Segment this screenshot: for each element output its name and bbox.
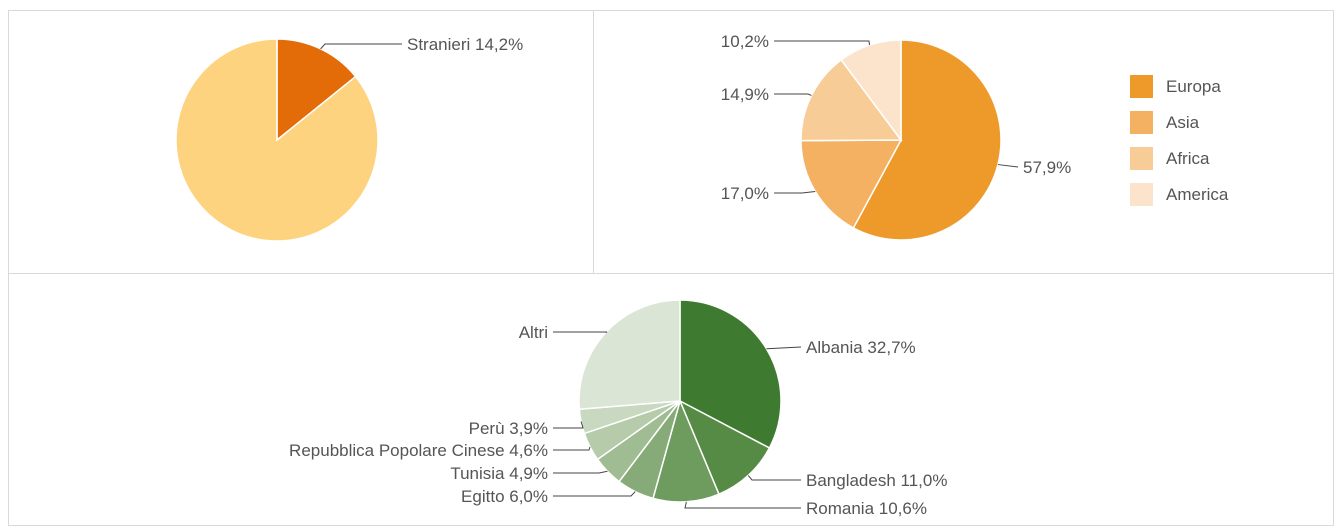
continents-pie-chart: 57,9% 17,0% 14,9% 10,2% Europa Asia Africa Amer…: [721, 32, 1229, 241]
leader-line-stranieri: [320, 43, 402, 50]
leader-line-tunisia: [553, 470, 608, 474]
legend-swatch-asia: [1130, 111, 1153, 134]
slice-label-stranieri: Stranieri 14,2%: [407, 35, 523, 54]
legend-label-asia: Asia: [1166, 113, 1200, 132]
legend-swatch-america: [1130, 183, 1153, 206]
pie-slice-albania: [679, 299, 782, 449]
slice-label-egitto: Egitto 6,0%: [461, 487, 548, 506]
leader-line-bangladesh: [747, 475, 801, 481]
legend-swatch-europa: [1130, 75, 1153, 98]
pie-slice-africa: [800, 58, 903, 142]
slice-label-tunisia: Tunisia 4,9%: [450, 464, 548, 483]
pie-slice-bangladesh: [678, 399, 771, 496]
pie-slice-stranieri: [276, 38, 357, 142]
pie-slice-other: [175, 38, 379, 242]
slice-label-albania: Albania 32,7%: [806, 338, 916, 357]
slice-label-africa: 14,9%: [721, 85, 769, 104]
pie-slice-america: [840, 39, 902, 143]
legend-label-europa: Europa: [1166, 77, 1221, 96]
leader-line-europa: [997, 164, 1019, 168]
leader-line-asia: [774, 190, 816, 194]
slice-label-peru: Perù 3,9%: [469, 419, 548, 438]
foreigners-share-pie-chart: Stranieri 14,2%: [175, 35, 523, 242]
countries-panel: Albania 32,7% Bangladesh 11,0% Romania 10,…: [8, 273, 1334, 526]
continents-panel: 57,9% 17,0% 14,9% 10,2% Europa Asia Africa Amer…: [593, 10, 1334, 274]
leader-line-egitto: [553, 491, 636, 497]
leader-line-repubblica-popolare-cinese: [553, 446, 591, 451]
slice-label-europa: 57,9%: [1023, 158, 1071, 177]
pie-slice-romania: [652, 398, 720, 503]
slice-label-altri: Altri: [519, 323, 548, 342]
pie-slice-europa: [852, 39, 1002, 241]
legend-label-africa: Africa: [1166, 149, 1210, 168]
leader-line-peru: [553, 421, 584, 429]
slice-label-repubblica-popolare-cinese: Repubblica Popolare Cinese 4,6%: [289, 441, 548, 460]
legend-swatch-africa: [1130, 147, 1153, 170]
legend-label-america: America: [1166, 185, 1229, 204]
slice-label-bangladesh: Bangladesh 11,0%: [806, 471, 947, 490]
countries-pie-chart: Albania 32,7% Bangladesh 11,0% Romania 10,…: [289, 299, 947, 518]
leader-line-america: [774, 40, 870, 46]
leader-line-albania: [766, 346, 802, 350]
leader-line-romania: [684, 501, 801, 509]
slice-label-romania: Romania 10,6%: [806, 499, 927, 518]
leader-line-altri: [553, 331, 608, 334]
slice-label-asia: 17,0%: [721, 184, 769, 203]
slice-label-america: 10,2%: [721, 32, 769, 51]
pie-slice-asia: [800, 139, 903, 229]
pie-slice-altri: [578, 299, 681, 411]
foreigners-share-panel: Stranieri 14,2%: [8, 10, 594, 274]
leader-line-africa: [774, 93, 812, 96]
